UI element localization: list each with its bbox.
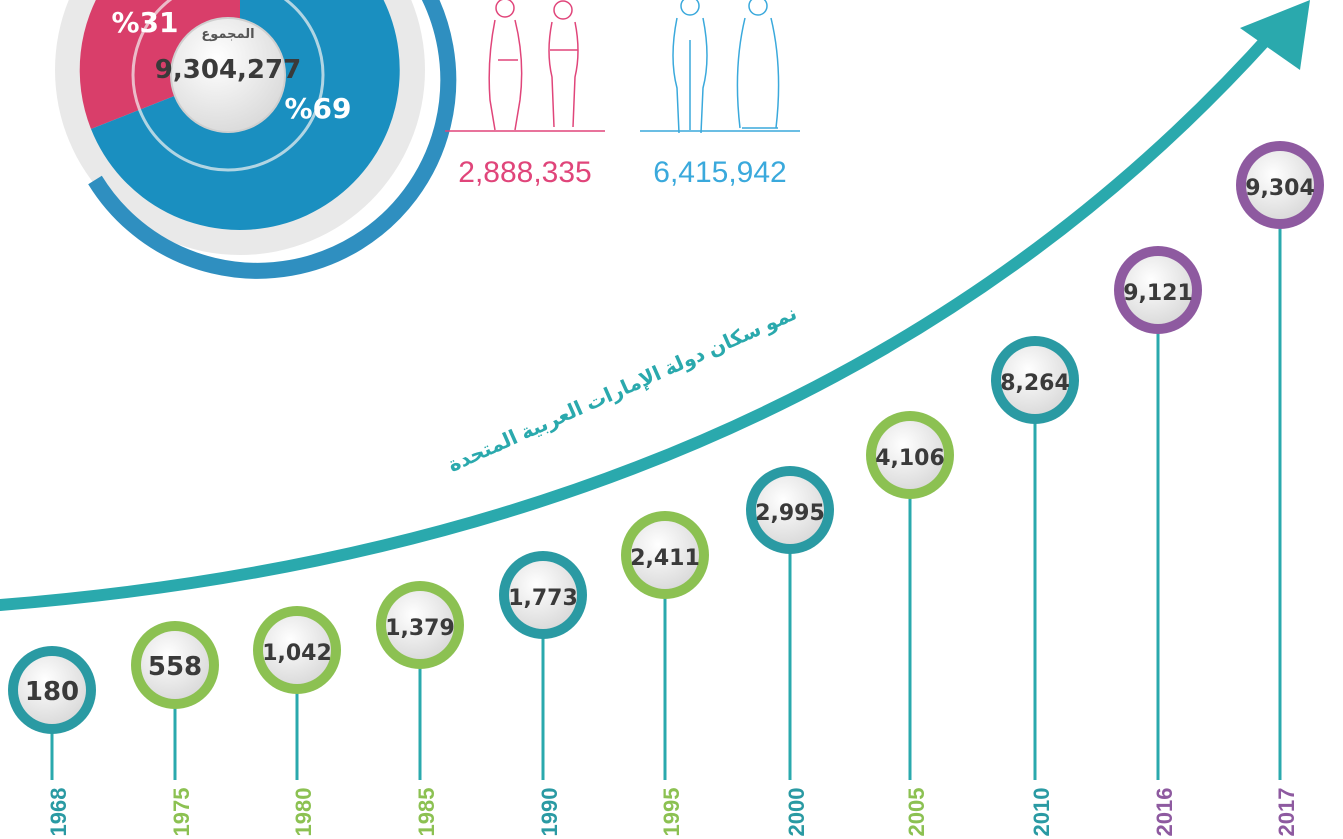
timeline-item: 9,121 2016 — [1114, 246, 1202, 836]
value-label: 8,264 — [1000, 371, 1070, 396]
timeline-item: 8,264 2010 — [991, 336, 1079, 836]
timeline-item: 180 1968 — [8, 646, 96, 836]
year-label: 2005 — [904, 788, 929, 837]
value-label: 1,379 — [385, 616, 455, 641]
value-label: 1,773 — [508, 586, 578, 611]
total-label: المجموع — [201, 26, 254, 41]
year-label: 2000 — [784, 788, 809, 837]
year-label: 1985 — [414, 788, 439, 837]
year-label: 1990 — [537, 788, 562, 837]
year-label: 2010 — [1029, 788, 1054, 837]
total-value: 9,304,277 — [155, 55, 301, 85]
page: UAE Population Growth html, body { margi… — [0, 0, 1343, 839]
female-count: 2,888,335 — [458, 156, 591, 189]
timeline-item: 1,042 1980 — [253, 606, 341, 836]
year-label: 1975 — [169, 788, 194, 837]
pie-group: المجموع 9,304,277 %31 %69 — [55, 0, 448, 271]
year-label: 1968 — [46, 788, 71, 837]
body: {"pie": {"total_label": "المجموع", "tota… — [0, 0, 1343, 839]
year-label: 2017 — [1274, 788, 1299, 837]
year-label: 1980 — [291, 788, 316, 837]
value-label: 9,304 — [1245, 176, 1315, 201]
timeline-item: 558 1975 — [131, 621, 219, 836]
timeline-item: 1,379 1985 — [376, 581, 464, 836]
male-share: %69 — [284, 92, 351, 125]
female-figures — [445, 0, 605, 131]
male-count: 6,415,942 — [653, 156, 786, 189]
timeline-item: 9,304 2017 — [1236, 141, 1324, 836]
growth-title: نمو سكان دولة الإمارات العربية المتحدة — [445, 302, 800, 476]
value-label: 4,106 — [875, 446, 945, 471]
people-icons — [445, 0, 800, 133]
value-label: 2,411 — [630, 546, 700, 571]
timeline-item: 2,411 1995 — [621, 511, 709, 836]
infographic: المجموع 9,304,277 %31 %69 2,888,335 6,41… — [0, 0, 1343, 839]
value-label: 1,042 — [262, 641, 332, 666]
year-label: 2016 — [1152, 788, 1177, 837]
value-label: 2,995 — [755, 501, 825, 526]
timeline-item: 2,995 2000 — [746, 466, 834, 836]
value-label: 558 — [148, 652, 202, 682]
male-figures — [640, 0, 800, 133]
female-share: %31 — [111, 6, 178, 39]
value-label: 9,121 — [1123, 281, 1193, 306]
timeline-item: 1,773 1990 — [499, 551, 587, 836]
year-label: 1995 — [659, 788, 684, 837]
value-label: 180 — [25, 677, 79, 707]
timeline-item: 4,106 2005 — [866, 411, 954, 836]
